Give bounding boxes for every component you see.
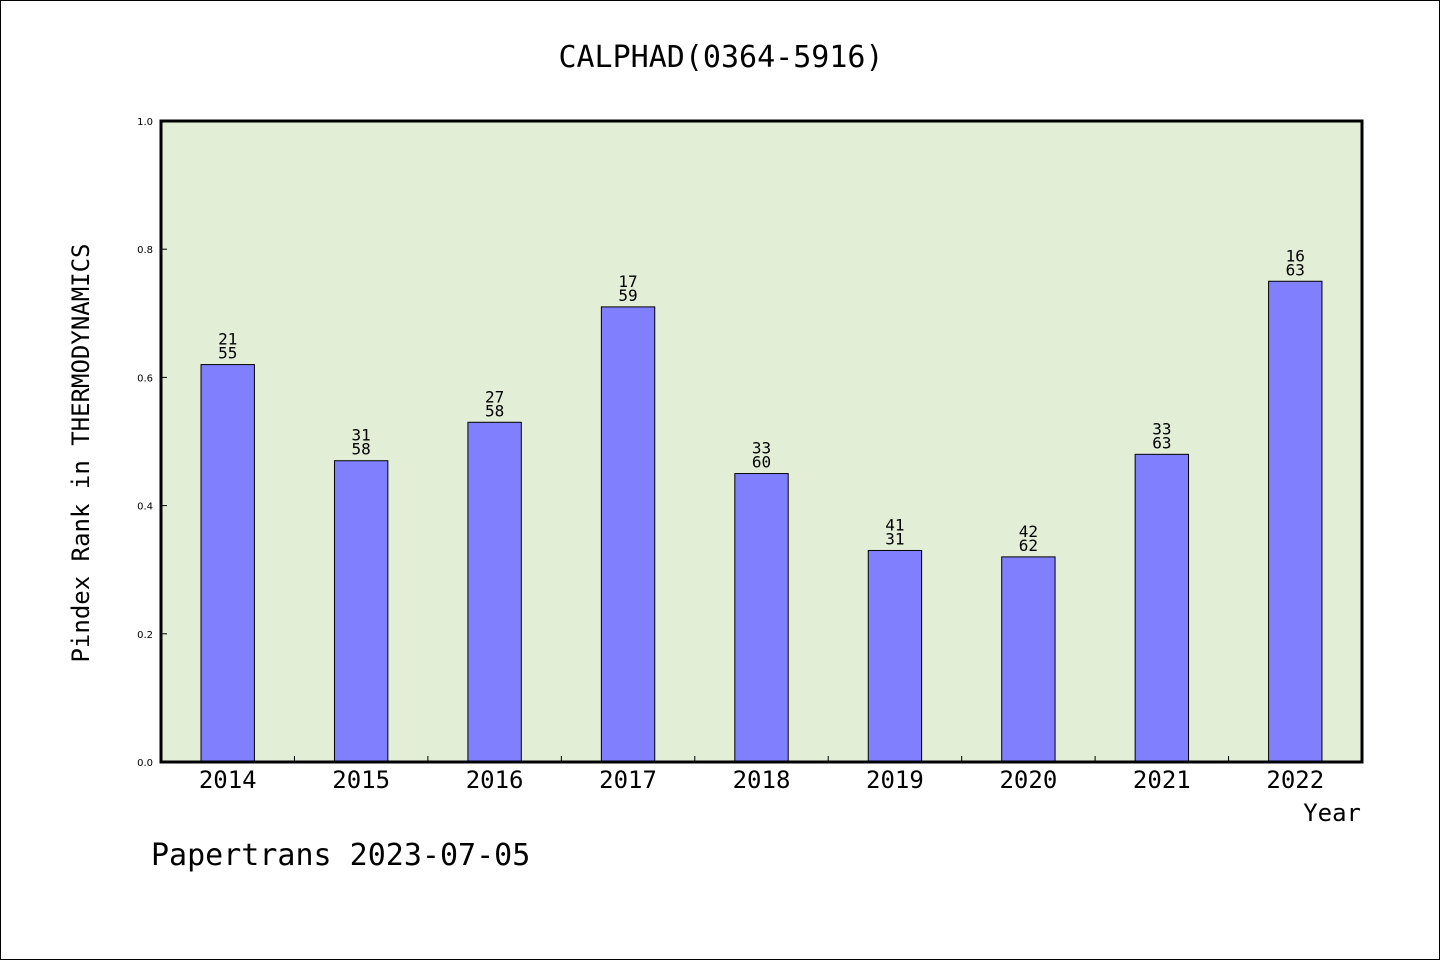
bar-2015 [333,460,389,763]
bar-label-top: 33 [1152,419,1171,438]
bar-2017 [600,306,656,763]
bar-label-top: 31 [352,426,371,445]
bar-label-bottom: 63 [1286,260,1305,279]
bar-series [200,280,1323,763]
bar-label-top: 27 [485,387,504,406]
bar-label-top: 41 [885,515,904,534]
footer-text: Papertrans 2023-07-05 [151,838,530,873]
bar-label-bottom: 58 [485,401,504,420]
bar-2018 [734,473,789,763]
bar-label-top: 16 [1286,246,1305,265]
y-tick-label: 0.8 [137,245,153,256]
x-tick-label: 2021 [1133,766,1191,794]
bar-2014 [200,364,255,763]
y-tick-label: 1.0 [137,117,153,128]
y-tick-label: 0.4 [137,502,153,513]
bar-2016 [467,421,522,763]
x-axis-ticks: 2014 2015 2016 2017 2018 2019 2020 2021 2022 [199,756,1324,794]
bar-2021 [1134,453,1190,763]
y-tick-label: 0.0 [137,758,153,769]
bar-label-bottom: 63 [1152,433,1171,452]
bar-label-top: 33 [752,439,771,458]
bar-label-bottom: 31 [885,529,904,548]
bar-label-top: 17 [618,272,637,291]
x-tick-label: 2018 [733,766,791,794]
bar-2019 [867,549,923,763]
y-tick-label: 0.2 [137,630,153,641]
x-tick-label: 2017 [599,766,657,794]
x-tick-label: 2015 [332,766,390,794]
bar-2022 [1268,280,1323,763]
bar-2020 [1001,556,1056,763]
x-tick-label: 2019 [866,766,924,794]
x-tick-label: 2014 [199,766,257,794]
bar-label-bottom: 62 [1019,536,1038,555]
bar-label-bottom: 59 [618,286,637,305]
bar-label-bottom: 60 [752,453,771,472]
x-tick-label: 2016 [466,766,524,794]
bar-label-top: 21 [218,330,237,349]
y-axis-label: Pindex Rank in THERMODYNAMICS [67,243,95,662]
bar-label-bottom: 55 [218,344,237,363]
x-axis-label: Year [1303,799,1361,827]
plot-border [159,119,1364,764]
x-tick-label: 2020 [999,766,1057,794]
bar-label-bottom: 58 [352,440,371,459]
y-tick-label: 0.6 [137,373,153,384]
chart-title: CALPHAD(0364-5916) [558,40,883,75]
bar-label-top: 42 [1019,522,1038,541]
x-tick-label: 2022 [1266,766,1324,794]
